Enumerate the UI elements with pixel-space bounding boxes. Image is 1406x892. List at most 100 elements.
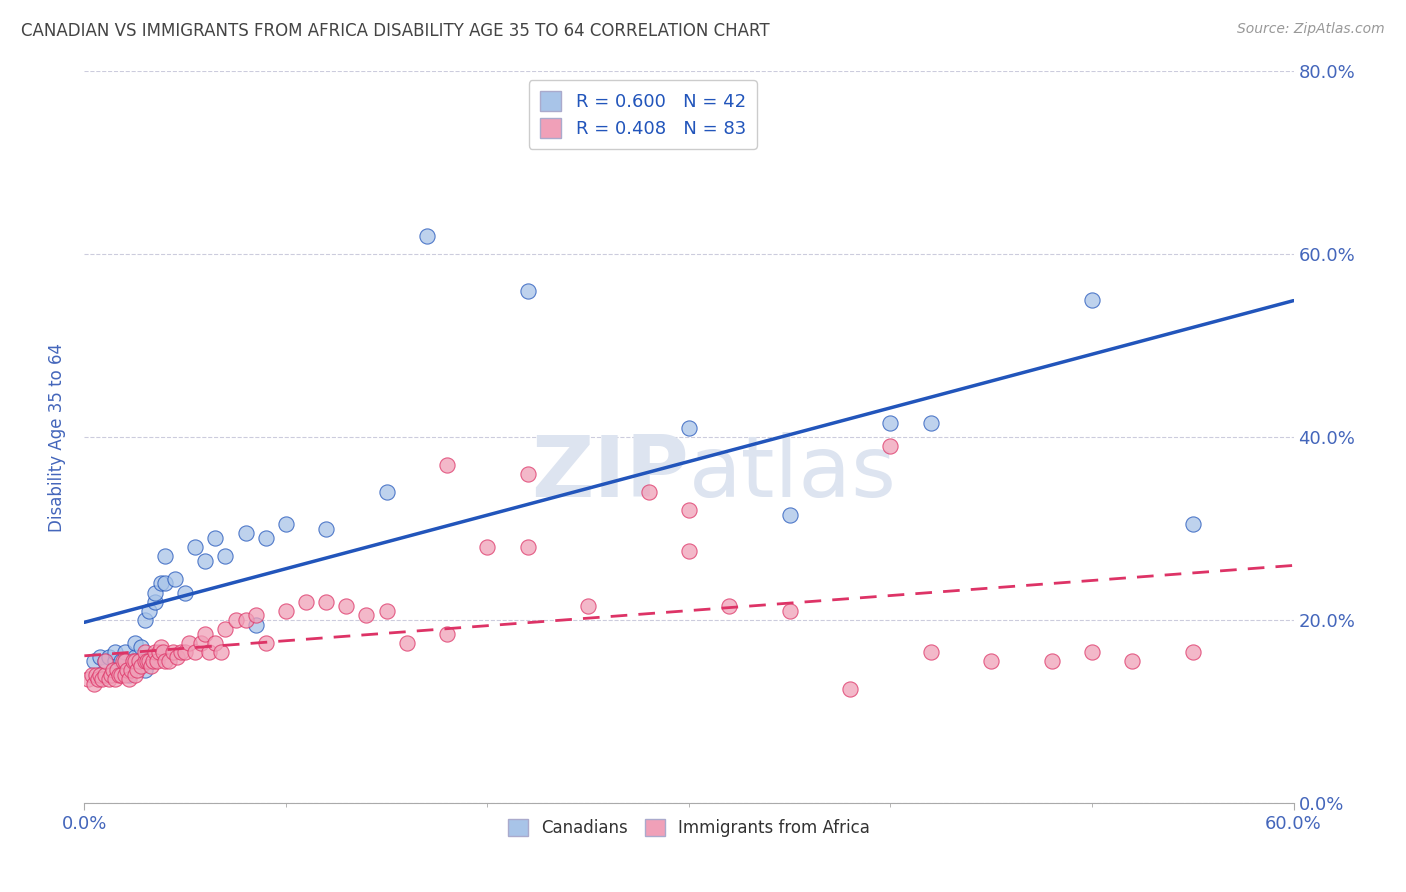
Point [678, 544, 700, 558]
Point [91, 673, 114, 687]
Point [576, 599, 599, 614]
Point [194, 553, 217, 567]
Point [135, 654, 157, 668]
Point [134, 613, 156, 627]
Point [179, 636, 201, 650]
Point [124, 649, 146, 664]
Point [134, 663, 156, 677]
Point [879, 417, 901, 431]
Point [142, 654, 165, 668]
Point [254, 636, 277, 650]
Point [114, 654, 136, 668]
Point [209, 645, 232, 659]
Point [97, 649, 120, 664]
Point [110, 654, 132, 668]
Point [335, 599, 357, 614]
Point [83, 654, 105, 668]
Point [86, 667, 108, 681]
Point [104, 654, 127, 668]
Point [143, 594, 166, 608]
Text: ZIP: ZIP [531, 432, 689, 516]
Point [779, 508, 801, 522]
Point [395, 636, 418, 650]
Point [77, 673, 100, 687]
Point [839, 681, 862, 696]
Point [375, 604, 398, 618]
Point [516, 284, 538, 298]
Point [920, 645, 942, 659]
Point [170, 645, 193, 659]
Point [477, 540, 499, 554]
Point [718, 599, 741, 614]
Point [93, 667, 115, 681]
Point [315, 521, 337, 535]
Text: Source: ZipAtlas.com: Source: ZipAtlas.com [1237, 22, 1385, 37]
Point [356, 608, 378, 623]
Point [1181, 645, 1204, 659]
Point [110, 667, 132, 681]
Point [139, 658, 162, 673]
Point [1081, 293, 1104, 307]
Point [124, 636, 146, 650]
Point [1181, 516, 1204, 531]
Point [134, 654, 156, 668]
Point [120, 663, 142, 677]
Point [93, 654, 115, 668]
Legend: Canadians, Immigrants from Africa: Canadians, Immigrants from Africa [499, 811, 879, 846]
Point [107, 667, 129, 681]
Point [980, 654, 1002, 668]
Point [138, 654, 160, 668]
Point [153, 549, 176, 563]
Point [214, 622, 236, 636]
Text: atlas: atlas [689, 432, 897, 516]
Point [779, 604, 801, 618]
Point [274, 516, 297, 531]
Point [315, 594, 337, 608]
Point [114, 645, 136, 659]
Point [516, 540, 538, 554]
Point [111, 654, 134, 668]
Point [165, 572, 187, 586]
Point [920, 417, 942, 431]
Point [97, 673, 120, 687]
Point [436, 458, 458, 472]
Point [121, 654, 143, 668]
Point [146, 654, 169, 668]
Point [678, 421, 700, 435]
Point [134, 645, 156, 659]
Point [198, 645, 221, 659]
Point [1081, 645, 1104, 659]
Point [89, 649, 111, 664]
Point [118, 667, 141, 681]
Point [245, 608, 267, 623]
Point [89, 667, 111, 681]
Point [114, 667, 136, 681]
Point [124, 654, 146, 668]
Point [416, 229, 439, 244]
Point [162, 645, 184, 659]
Point [678, 503, 700, 517]
Point [214, 549, 236, 563]
Point [879, 439, 901, 453]
Point [100, 667, 122, 681]
Point [295, 594, 318, 608]
Point [235, 613, 257, 627]
Point [124, 667, 146, 681]
Point [115, 663, 138, 677]
Point [184, 645, 207, 659]
Point [124, 654, 146, 668]
Point [190, 636, 212, 650]
Point [118, 673, 141, 687]
Point [143, 585, 166, 599]
Point [138, 604, 160, 618]
Point [82, 667, 104, 681]
Point [148, 645, 170, 659]
Point [184, 540, 207, 554]
Point [114, 654, 136, 668]
Point [83, 677, 105, 691]
Point [245, 617, 267, 632]
Y-axis label: Disability Age 35 to 64: Disability Age 35 to 64 [48, 343, 66, 532]
Point [637, 485, 659, 500]
Point [274, 604, 297, 618]
Point [129, 658, 152, 673]
